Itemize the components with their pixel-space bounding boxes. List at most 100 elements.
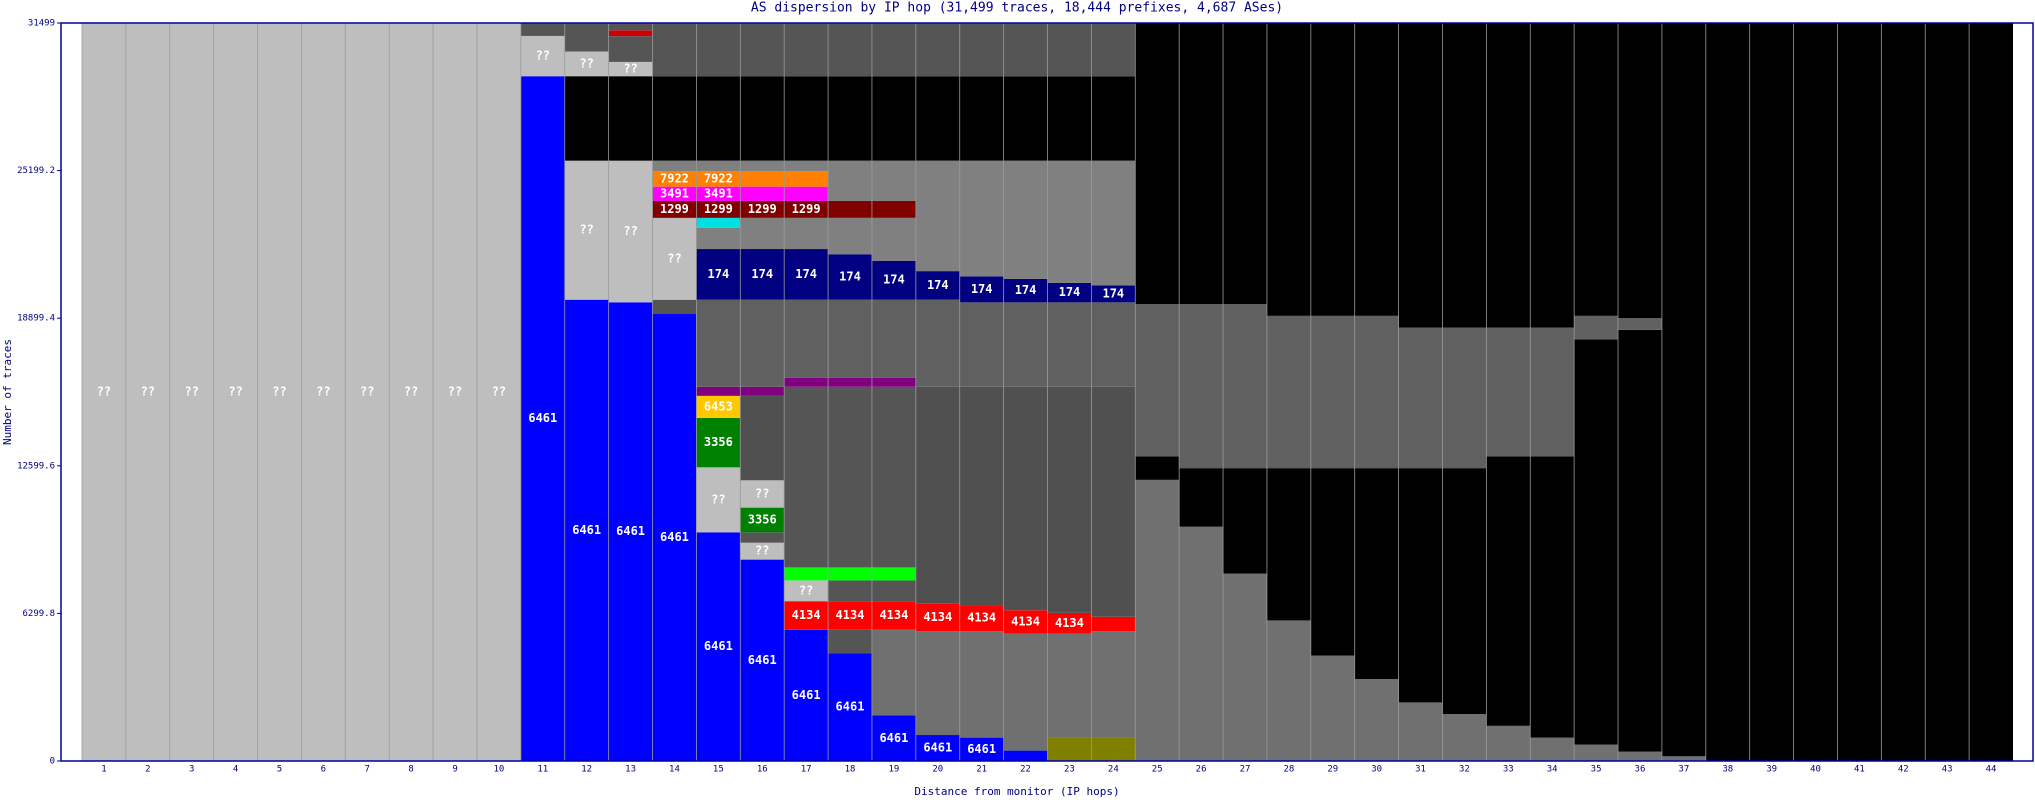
bar-segment [915, 299, 960, 387]
bar-segment [1442, 23, 1487, 328]
bar-segment [828, 629, 872, 654]
bar-segment [696, 227, 741, 250]
bar-segment [520, 35, 565, 77]
bar-segment [1661, 756, 1706, 761]
bar-segment [1091, 631, 1136, 738]
bar-segment [959, 276, 1004, 303]
bar-segment [1574, 23, 1619, 316]
bar-segment [828, 601, 872, 630]
segment-label: 4134 [836, 608, 865, 622]
segment-label: ?? [448, 385, 462, 399]
bar-segment [1091, 737, 1136, 761]
bar-segment [257, 23, 302, 761]
segment-label: ?? [799, 583, 813, 597]
bar-segment [915, 160, 960, 272]
x-tick-label: 40 [1810, 765, 1821, 775]
bar-segment [959, 76, 1004, 161]
bar-segment [696, 249, 741, 300]
bar-segment [959, 605, 1004, 632]
bar-segment [740, 299, 785, 387]
bar-segment [1266, 468, 1311, 621]
x-tick-label: 4 [233, 765, 238, 775]
bar-segment [1003, 76, 1048, 161]
bar-segment [1574, 315, 1619, 340]
bar-segment [652, 200, 697, 218]
x-tick-label: 14 [669, 765, 680, 775]
bar-segment [564, 299, 609, 761]
bar-segment [169, 23, 214, 761]
segment-label: ?? [97, 385, 111, 399]
bar-segment [1003, 633, 1048, 751]
segment-label: 1299 [748, 202, 777, 216]
bar-segment [1266, 315, 1311, 469]
x-tick-label: 29 [1327, 765, 1338, 775]
bar-segment [652, 186, 697, 201]
bar-segment [784, 186, 829, 201]
bar-segment [740, 76, 785, 161]
bar-segment [828, 567, 872, 581]
x-tick-label: 42 [1898, 765, 1909, 775]
bar-segment [871, 76, 916, 161]
bar-segment [1881, 23, 1926, 761]
bar-segment [1091, 616, 1136, 632]
x-tick-label: 39 [1766, 765, 1777, 775]
y-axis-label: Number of traces [1, 339, 14, 445]
bar-segment [696, 532, 741, 761]
segment-label: ?? [141, 385, 155, 399]
bar-segment [1047, 737, 1092, 761]
bar-segment [1398, 23, 1443, 328]
plot-area: ?? 1?? 2?? 3?? 4?? 5?? 6?? 7?? 8?? 9?? 10 6461?? 11 6… [17, 19, 2013, 775]
bar-segment [784, 171, 829, 187]
bar-segment [1091, 160, 1136, 286]
bar-segment [740, 186, 785, 201]
bar-segment [740, 23, 785, 77]
bar-segment [828, 580, 872, 602]
bar-segment [696, 160, 741, 172]
bar-segment [740, 160, 785, 172]
bar-segment [740, 532, 785, 543]
bar-segment [1705, 23, 1750, 761]
bar-segment [959, 302, 1004, 387]
x-tick-label: 44 [1986, 765, 1997, 775]
x-tick-label: 12 [581, 765, 592, 775]
x-tick-label: 38 [1722, 765, 1733, 775]
bar-segment [784, 567, 829, 581]
bar-segment [608, 160, 653, 303]
bar-segment [784, 249, 829, 300]
bar-segment [696, 217, 741, 228]
bar-segment [1925, 23, 1970, 761]
bar-segment [564, 23, 609, 52]
bar-segment [828, 23, 872, 77]
bar-segment [1618, 318, 1662, 330]
segment-label: 1299 [660, 202, 689, 216]
x-tick-label: 1 [101, 765, 106, 775]
bar-segment [1486, 327, 1531, 457]
bar-segment [1223, 304, 1267, 469]
bar-segment [476, 23, 521, 761]
bar-segment [1179, 526, 1224, 761]
bar-segment [345, 23, 390, 761]
x-tick-label: 36 [1635, 765, 1646, 775]
segment-label: ?? [623, 224, 637, 238]
segment-label: 174 [795, 267, 817, 281]
x-tick-label: 21 [976, 765, 987, 775]
bar-segment [1486, 456, 1531, 726]
bar-segment [696, 186, 741, 201]
segment-label: 174 [1102, 286, 1124, 300]
bar-segment [1223, 573, 1267, 761]
bar-segment [696, 417, 741, 468]
bar-segment [784, 76, 829, 161]
bar-segment [828, 386, 872, 568]
segment-label: 1299 [792, 202, 821, 216]
bar-segment [1574, 744, 1619, 761]
bar-segment [1091, 386, 1136, 617]
x-tick-label: 16 [757, 765, 768, 775]
bar-segment [1091, 285, 1136, 303]
bar-segment [871, 160, 916, 201]
x-tick-label: 11 [537, 765, 548, 775]
bar-segment [915, 735, 960, 761]
bar-segment [652, 171, 697, 187]
segment-label: 6461 [528, 411, 557, 425]
bar-segment [564, 76, 609, 161]
